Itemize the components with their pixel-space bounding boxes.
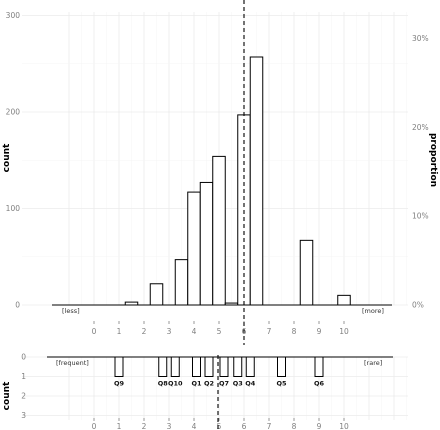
- bottom-bar: [192, 356, 201, 377]
- bottom-y-tick-label: 2: [21, 392, 26, 401]
- bottom-panel-y-ticks: 0 1 2 3: [21, 353, 26, 421]
- top-bar: [149, 283, 164, 306]
- bottom-panel-left-note: [frequent]: [56, 359, 89, 367]
- top-x-tick-label: 0: [92, 327, 97, 336]
- bottom-bar: [233, 356, 243, 377]
- top-panel-y2-axis-title: proportion: [428, 133, 438, 187]
- top-panel-bars: [124, 56, 351, 306]
- bottom-bar-label: Q10: [168, 380, 183, 388]
- top-bar: [174, 259, 189, 306]
- bottom-y-tick-label: 0: [21, 353, 26, 362]
- bottom-bar: [170, 356, 180, 377]
- bottom-bar-label: Q7: [219, 380, 229, 388]
- bottom-x-tick-label: 2: [142, 422, 147, 430]
- bottom-panel-right-note: [rare]: [364, 359, 382, 367]
- top-y2-tick-label: 10%: [412, 212, 429, 221]
- bottom-bar-label: Q8: [158, 380, 169, 388]
- top-x-tick-label: 5: [217, 327, 222, 336]
- bottom-x-tick-label: 6: [242, 422, 247, 430]
- top-x-tick-label: 9: [317, 327, 322, 336]
- bottom-x-tick-label: 3: [167, 422, 172, 430]
- bottom-x-tick-label: 10: [339, 422, 349, 430]
- top-x-tick-label: 8: [292, 327, 297, 336]
- top-y2-tick-label: 20%: [412, 123, 429, 132]
- top-x-tick-label: 3: [167, 327, 172, 336]
- bottom-bar: [277, 356, 286, 377]
- top-panel-left-note: [less]: [62, 307, 80, 315]
- top-x-tick-label: 10: [339, 327, 349, 336]
- bottom-bar: [245, 356, 255, 377]
- bottom-bar: [114, 356, 124, 377]
- bottom-panel-y-axis-title: count: [2, 381, 12, 410]
- bottom-x-tick-label: 9: [317, 422, 322, 430]
- top-y2-tick-label: 30%: [412, 34, 429, 43]
- top-panel-y2-ticks: 0% 10% 20% 30%: [412, 34, 429, 309]
- top-bar: [299, 239, 314, 306]
- bottom-bar-label: Q2: [204, 380, 214, 388]
- top-x-tick-label: 7: [267, 327, 272, 336]
- top-bar: [337, 294, 351, 306]
- bottom-bar-label: Q5: [276, 380, 287, 388]
- bottom-bar-label: Q6: [314, 380, 325, 388]
- bottom-bar: [158, 356, 168, 377]
- bottom-bar: [314, 356, 324, 377]
- top-y2-tick-label: 0%: [412, 301, 424, 310]
- top-panel-y-axis-title: count: [2, 143, 12, 172]
- top-y-tick-label: 300: [6, 11, 21, 20]
- bottom-y-tick-label: 3: [21, 411, 26, 420]
- top-y-tick-label: 100: [6, 204, 21, 213]
- bottom-bar-label: Q3: [233, 380, 243, 388]
- top-bar: [212, 155, 226, 306]
- top-x-tick-label: 2: [142, 327, 147, 336]
- bottom-bar: [219, 356, 229, 377]
- bottom-x-tick-label: 1: [117, 422, 122, 430]
- bottom-bar-label: Q4: [245, 380, 256, 388]
- top-panel-y-ticks: 0 100 200 300: [6, 11, 21, 310]
- bottom-x-tick-label: 0: [92, 422, 97, 430]
- top-bar: [249, 56, 264, 306]
- top-bar: [199, 181, 214, 306]
- bottom-bar: [204, 356, 214, 377]
- bottom-bar-label: Q1: [191, 380, 202, 388]
- bottom-x-tick-label: 8: [292, 422, 297, 430]
- top-bar: [187, 191, 201, 306]
- top-x-tick-label: 1: [117, 327, 122, 336]
- top-panel-right-note: [more]: [362, 307, 384, 315]
- bottom-x-tick-label: 7: [267, 422, 272, 430]
- top-x-tick-label: 4: [192, 327, 197, 336]
- top-y-tick-label: 0: [15, 301, 20, 310]
- bottom-y-tick-label: 1: [21, 372, 26, 381]
- top-y-tick-label: 200: [6, 108, 21, 117]
- bottom-x-tick-label: 5: [217, 422, 222, 430]
- bottom-bar-label: Q9: [114, 380, 125, 388]
- bottom-x-tick-label: 4: [192, 422, 197, 430]
- bottom-panel-x-ticks: 0 1 2 3 4 5 6 7 8 9 10: [92, 418, 349, 430]
